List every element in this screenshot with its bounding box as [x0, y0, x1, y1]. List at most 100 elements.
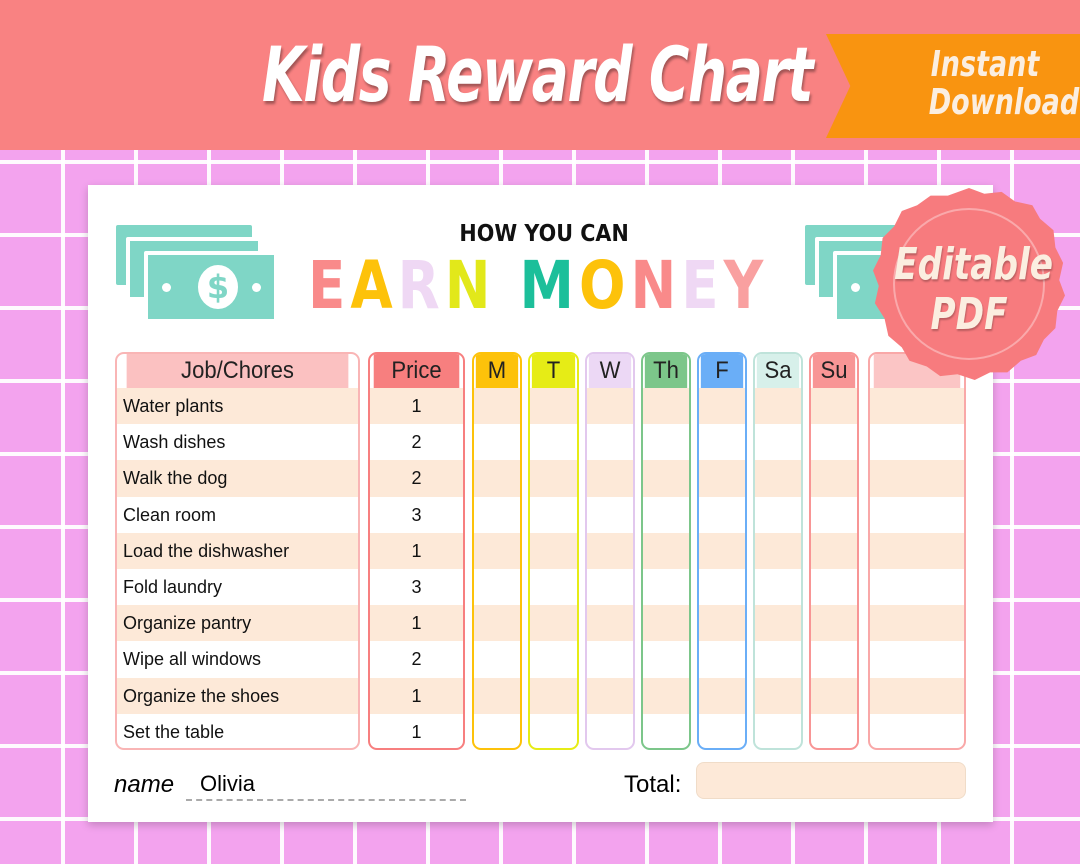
heading-letter [496, 247, 520, 324]
day-cell[interactable] [643, 714, 689, 748]
day-cell[interactable] [699, 388, 745, 425]
chore-price: 1 [370, 388, 463, 425]
day-cell[interactable] [643, 497, 689, 533]
name-field[interactable]: Olivia [186, 771, 466, 801]
header-banner: Kids Reward Chart Instant Download [0, 0, 1080, 150]
day-cell[interactable] [811, 569, 857, 605]
day-cell[interactable] [474, 532, 520, 569]
day-cell[interactable] [755, 532, 801, 569]
day-cell[interactable] [643, 460, 689, 497]
day-cell[interactable] [811, 714, 857, 748]
day-cell[interactable] [530, 532, 577, 569]
day-cell[interactable] [474, 460, 520, 497]
day-cell[interactable] [530, 569, 577, 605]
day-cell[interactable] [530, 460, 577, 497]
day-cell[interactable] [811, 497, 857, 533]
day-cell[interactable] [474, 714, 520, 748]
day-cell[interactable] [474, 641, 520, 677]
day-cell[interactable] [870, 497, 964, 533]
day-cell[interactable] [530, 677, 577, 714]
day-cell[interactable] [755, 714, 801, 748]
day-cell[interactable] [530, 714, 577, 748]
day-cell[interactable] [587, 641, 633, 677]
day-cell[interactable] [699, 569, 745, 605]
day-cell[interactable] [587, 714, 633, 748]
day-cell[interactable] [530, 641, 577, 677]
column-m: M [472, 352, 522, 750]
day-cell[interactable] [474, 605, 520, 642]
day-cell[interactable] [643, 388, 689, 425]
chore-name: Set the table [123, 721, 225, 742]
day-cell[interactable] [474, 424, 520, 460]
column-header: M [475, 354, 519, 388]
day-cell[interactable] [870, 641, 964, 677]
day-cell[interactable] [755, 677, 801, 714]
day-cell[interactable] [643, 569, 689, 605]
day-cell[interactable] [699, 424, 745, 460]
day-cell[interactable] [870, 424, 964, 460]
day-cell[interactable] [811, 424, 857, 460]
day-cell[interactable] [755, 460, 801, 497]
day-cell[interactable] [811, 460, 857, 497]
day-cell[interactable] [870, 714, 964, 748]
day-cell[interactable] [474, 569, 520, 605]
day-cell[interactable] [755, 641, 801, 677]
day-cell[interactable] [643, 641, 689, 677]
day-cell[interactable] [643, 532, 689, 569]
day-cell[interactable] [587, 497, 633, 533]
day-cell[interactable] [811, 677, 857, 714]
day-cell[interactable] [699, 605, 745, 642]
day-cell[interactable] [530, 388, 577, 425]
day-cell[interactable] [530, 424, 577, 460]
day-cell[interactable] [870, 569, 964, 605]
day-cell[interactable] [755, 497, 801, 533]
day-cell[interactable] [587, 460, 633, 497]
day-cell[interactable] [474, 388, 520, 425]
day-cell[interactable] [587, 677, 633, 714]
day-cell[interactable] [587, 605, 633, 642]
day-cell[interactable] [587, 532, 633, 569]
day-cell[interactable] [530, 605, 577, 642]
day-cell[interactable] [643, 677, 689, 714]
day-cell[interactable] [811, 388, 857, 425]
day-cell[interactable] [755, 569, 801, 605]
day-cell[interactable] [474, 677, 520, 714]
chore-price: 2 [411, 649, 422, 670]
day-cell[interactable] [587, 424, 633, 460]
day-cell[interactable] [870, 388, 964, 425]
day-cell[interactable] [870, 677, 964, 714]
column-header: W [588, 354, 632, 388]
day-cell[interactable] [811, 641, 857, 677]
day-cell[interactable] [530, 497, 577, 533]
day-cell[interactable] [755, 605, 801, 642]
day-cell[interactable] [755, 424, 801, 460]
chore-name: Fold laundry [123, 576, 223, 597]
chore-price: 2 [370, 460, 463, 497]
day-cell[interactable] [643, 424, 689, 460]
day-cell[interactable] [755, 388, 801, 425]
day-cell[interactable] [811, 532, 857, 569]
chore-price: 1 [370, 605, 463, 642]
total-field[interactable] [696, 762, 966, 799]
day-cell[interactable] [699, 714, 745, 748]
chore-price: 1 [411, 721, 422, 742]
chore-name: Clean room [123, 504, 217, 525]
day-cell[interactable] [587, 569, 633, 605]
day-cell[interactable] [699, 641, 745, 677]
heading-letter: Y [723, 247, 769, 324]
day-cell[interactable] [870, 460, 964, 497]
day-cell[interactable] [870, 605, 964, 642]
day-cell[interactable] [643, 605, 689, 642]
day-cell[interactable] [811, 605, 857, 642]
heading-letter: M [519, 247, 579, 324]
day-cell[interactable] [587, 388, 633, 425]
day-cell[interactable] [870, 532, 964, 569]
column-header: Th [644, 354, 688, 388]
day-cell[interactable] [474, 497, 520, 533]
day-cell[interactable] [699, 460, 745, 497]
total-label: Total: [624, 771, 682, 798]
day-cell[interactable] [699, 677, 745, 714]
column-job-chores: Job/Chores Water plants Wash dishes Walk th… [115, 352, 360, 750]
day-cell[interactable] [699, 497, 745, 533]
day-cell[interactable] [699, 532, 745, 569]
